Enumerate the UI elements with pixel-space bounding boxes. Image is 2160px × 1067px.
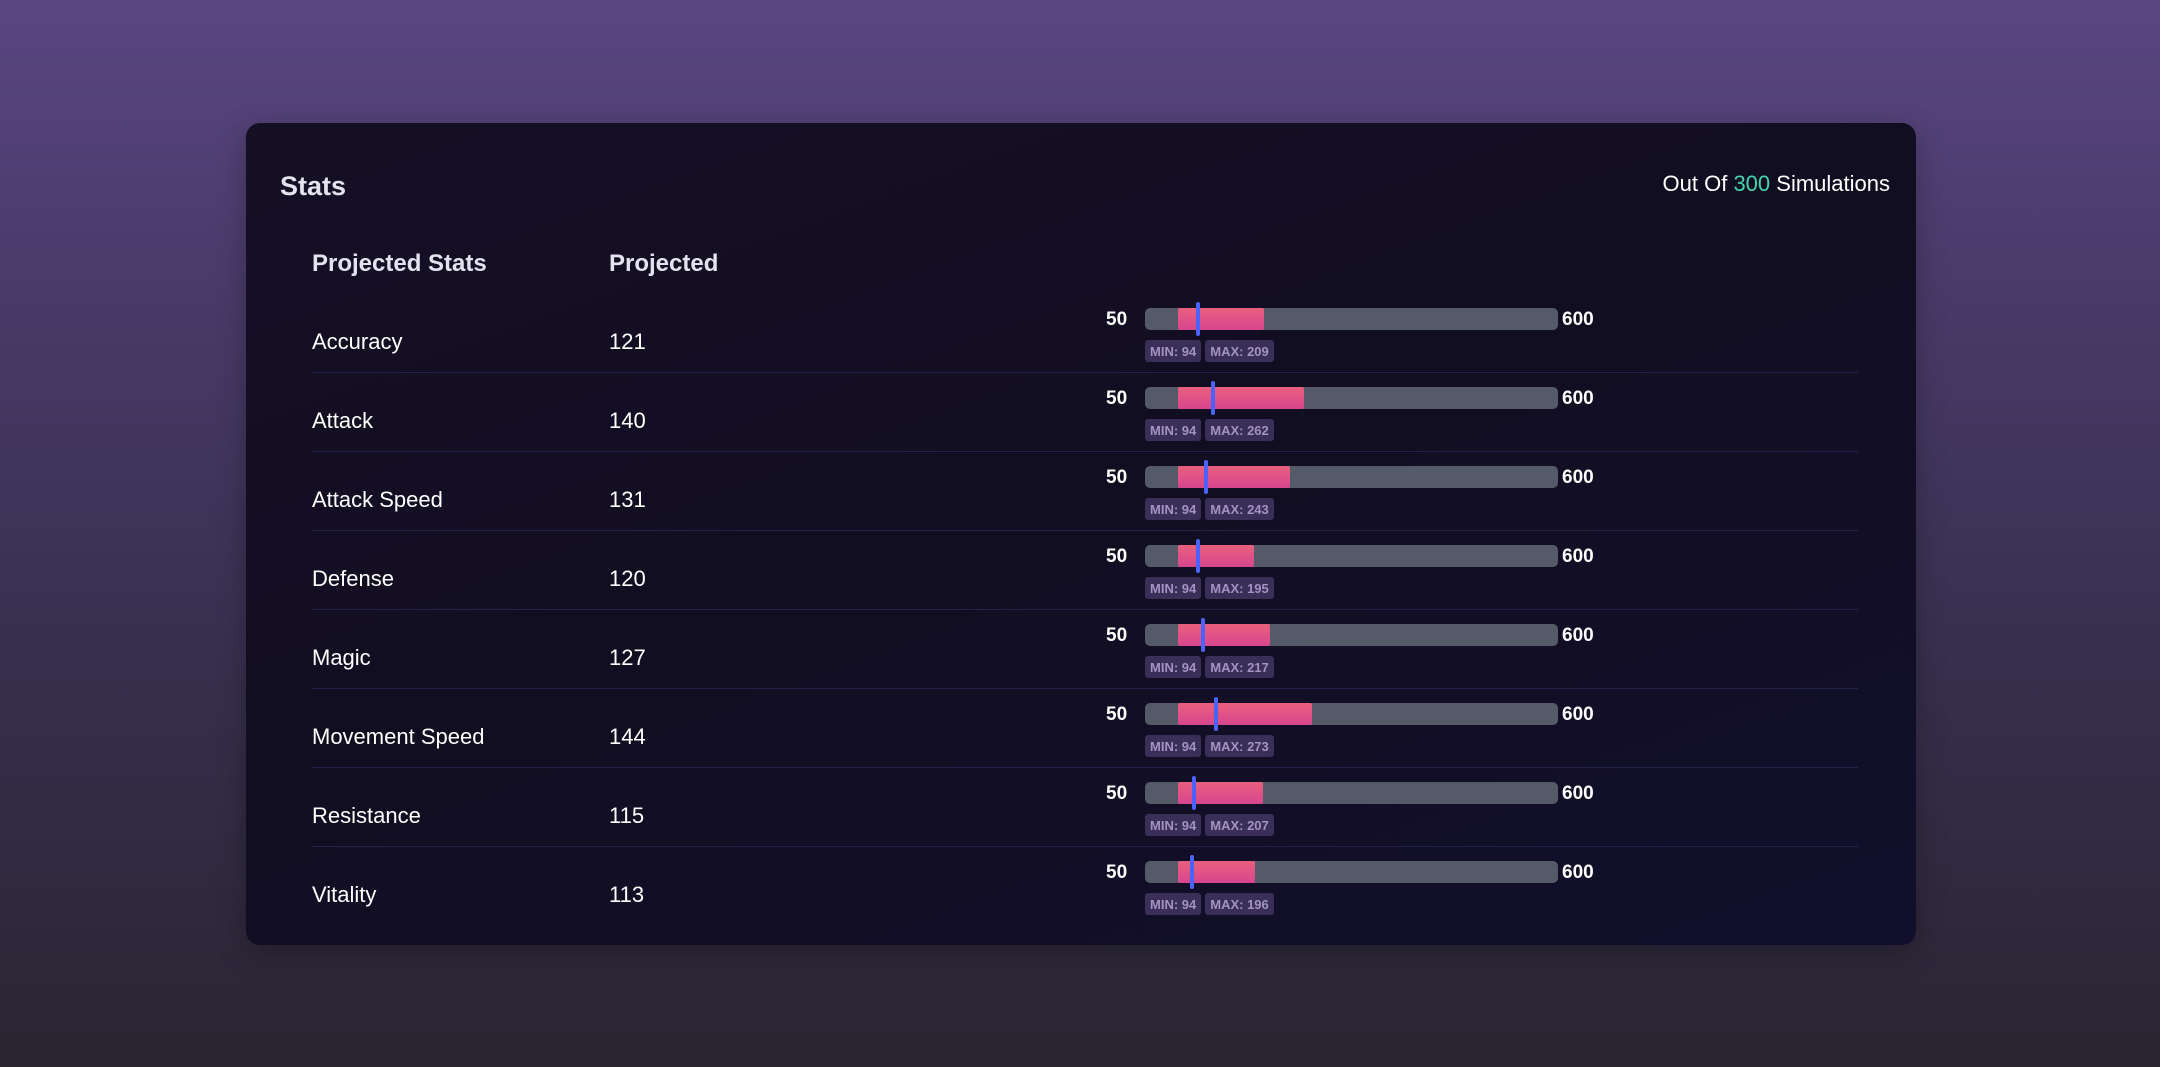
table-row: Attack 140 50 600 MIN: 94 MAX: 262 [312,373,1858,452]
stat-projected-value: 113 [609,882,645,907]
range-max-label: 600 [1562,546,1594,567]
max-badge: MAX: 195 [1205,577,1274,599]
range-min-label: 50 [1106,862,1128,883]
range-badges: MIN: 94 MAX: 262 [1145,419,1274,441]
stats-card: Stats Out Of 300 Simulations Projected S… [246,123,1916,945]
simulated-range-fill [1178,703,1313,725]
simulated-range-fill [1178,861,1255,883]
column-header-stat: Projected Stats [312,250,487,277]
stat-projected-value: 120 [609,566,646,591]
range-track [1145,697,1558,731]
projected-marker [1213,697,1218,731]
stat-name: Magic [312,645,371,670]
range-track [1145,381,1558,415]
range-min-label: 50 [1106,783,1128,804]
range-track [1145,776,1558,810]
range-max-label: 600 [1562,625,1594,646]
stat-projected-value: 121 [609,329,646,354]
min-badge: MIN: 94 [1145,735,1202,757]
range-track [1145,618,1558,652]
max-badge: MAX: 209 [1205,340,1274,362]
min-badge: MIN: 94 [1145,814,1202,836]
simulated-range-fill [1178,782,1263,804]
stat-projected-value: 131 [609,487,646,512]
column-header-projected: Projected [609,250,719,277]
range-badges: MIN: 94 MAX: 207 [1145,814,1274,836]
range-track [1145,855,1558,889]
stats-table-body: Accuracy 121 50 600 MIN: 94 MAX: 209 Attack 140… [312,294,1858,925]
table-row: Defense 120 50 600 MIN: 94 MAX: 195 [312,531,1858,610]
projected-marker [1190,855,1195,889]
stat-projected-value: 115 [609,803,645,828]
stat-name: Attack [312,408,374,433]
range-min-label: 50 [1106,467,1128,488]
table-row: Attack Speed 131 50 600 MIN: 94 MAX: 243 [312,452,1858,531]
stat-name: Defense [312,566,394,591]
projected-marker [1196,302,1201,336]
projected-marker [1191,776,1196,810]
projected-marker [1210,381,1215,415]
max-badge: MAX: 207 [1205,814,1274,836]
range-min-label: 50 [1106,309,1128,330]
range-max-label: 600 [1562,467,1594,488]
simulated-range-fill [1178,624,1271,646]
stat-projected-value: 144 [609,724,646,749]
stat-name: Resistance [312,803,421,828]
card-title: Stats [280,171,347,201]
range-track [1145,539,1558,573]
range-max-label: 600 [1562,704,1594,725]
stat-name: Accuracy [312,329,403,354]
stat-name: Attack Speed [312,487,443,512]
table-row: Resistance 115 50 600 MIN: 94 MAX: 207 [312,768,1858,847]
range-badges: MIN: 94 MAX: 217 [1145,656,1274,678]
projected-marker [1203,460,1208,494]
range-max-label: 600 [1562,309,1594,330]
max-badge: MAX: 262 [1205,419,1274,441]
simulated-range-fill [1178,466,1290,488]
stat-name: Vitality [312,882,377,907]
range-badges: MIN: 94 MAX: 243 [1145,498,1274,520]
simulated-range-fill [1178,387,1305,409]
range-min-label: 50 [1106,388,1128,409]
min-badge: MIN: 94 [1145,498,1202,520]
simulated-range-fill [1178,545,1254,567]
stat-projected-value: 127 [609,645,646,670]
table-header: Projected Stats Projected [312,252,1852,292]
min-badge: MIN: 94 [1145,577,1202,599]
min-badge: MIN: 94 [1145,893,1202,915]
min-badge: MIN: 94 [1145,340,1202,362]
range-badges: MIN: 94 MAX: 195 [1145,577,1274,599]
range-badges: MIN: 94 MAX: 196 [1145,893,1274,915]
simulations-summary: Out Of 300 Simulations [1663,173,1890,195]
range-badges: MIN: 94 MAX: 273 [1145,735,1274,757]
range-max-label: 600 [1562,862,1594,883]
max-badge: MAX: 273 [1205,735,1274,757]
max-badge: MAX: 217 [1205,656,1274,678]
range-max-label: 600 [1562,388,1594,409]
simulations-suffix: Simulations [1776,171,1890,196]
stat-name: Movement Speed [312,724,485,749]
stat-projected-value: 140 [609,408,646,433]
table-row: Vitality 113 50 600 MIN: 94 MAX: 196 [312,847,1858,925]
range-track [1145,302,1558,336]
table-row: Movement Speed 144 50 600 MIN: 94 MAX: 273 [312,689,1858,768]
range-badges: MIN: 94 MAX: 209 [1145,340,1274,362]
table-row: Magic 127 50 600 MIN: 94 MAX: 217 [312,610,1858,689]
max-badge: MAX: 196 [1205,893,1274,915]
range-min-label: 50 [1106,625,1128,646]
simulations-count: 300 [1733,171,1771,196]
range-min-label: 50 [1106,704,1128,725]
range-track [1145,460,1558,494]
min-badge: MIN: 94 [1145,656,1202,678]
table-row: Accuracy 121 50 600 MIN: 94 MAX: 209 [312,294,1858,373]
range-max-label: 600 [1562,783,1594,804]
max-badge: MAX: 243 [1205,498,1274,520]
simulated-range-fill [1178,308,1265,330]
projected-marker [1200,618,1205,652]
simulations-prefix: Out Of [1662,171,1728,196]
min-badge: MIN: 94 [1145,419,1202,441]
projected-marker [1195,539,1200,573]
range-min-label: 50 [1106,546,1128,567]
